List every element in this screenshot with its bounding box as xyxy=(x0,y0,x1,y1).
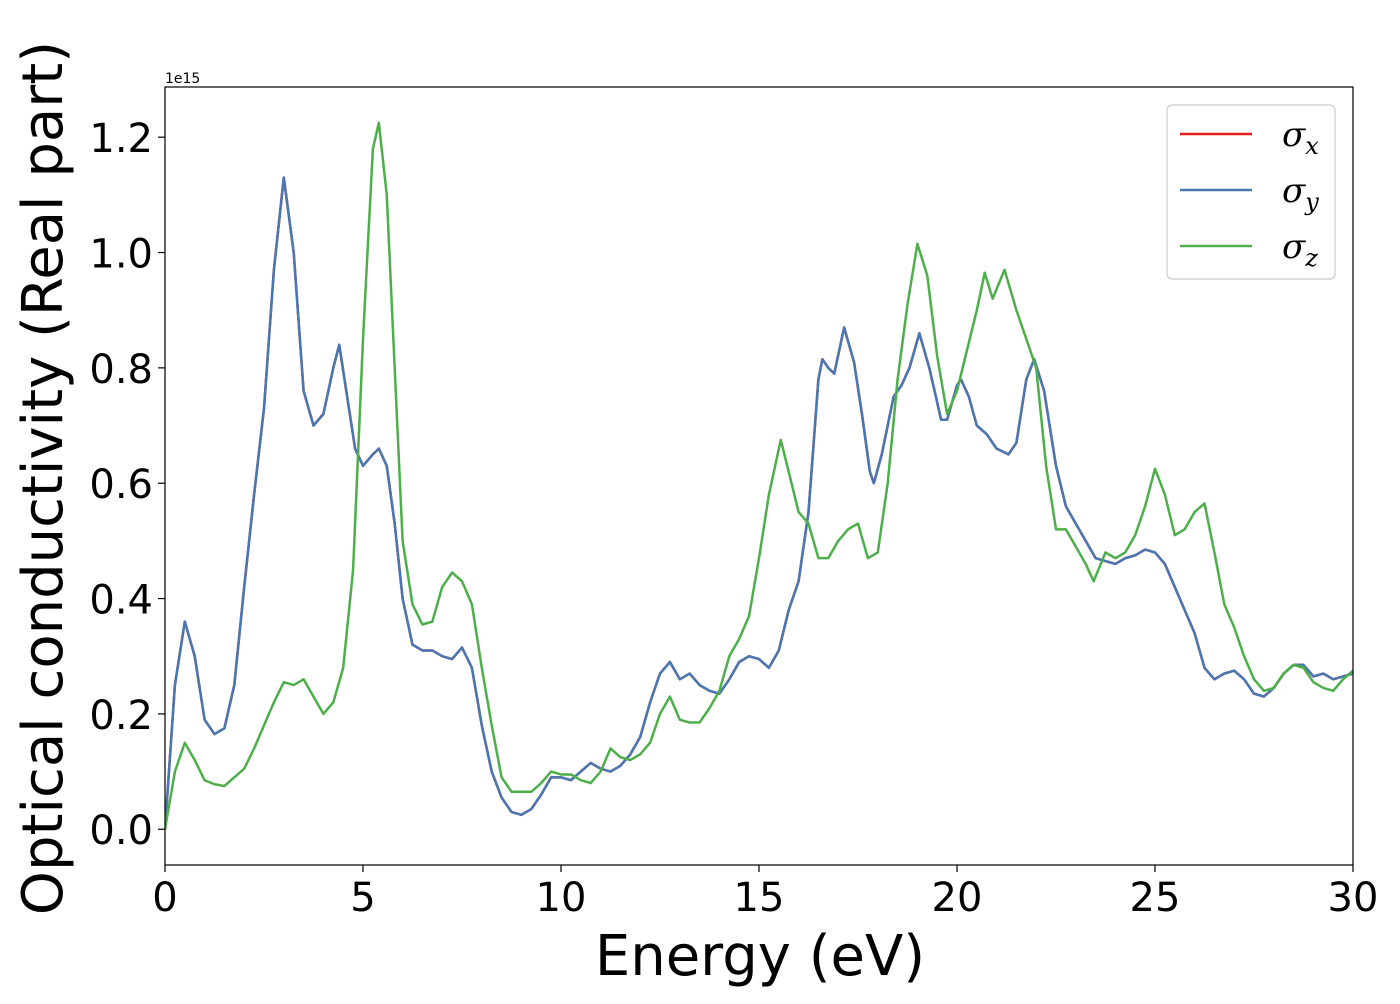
y-tick-label: 1.0 xyxy=(89,232,153,278)
legend-box xyxy=(1166,104,1336,280)
plot-frame xyxy=(164,86,1354,866)
y-tick-label: 0.0 xyxy=(89,808,153,854)
y-tick-label: 1.2 xyxy=(89,116,153,162)
legend-label: σx xyxy=(1282,115,1319,160)
x-tick-label: 15 xyxy=(734,875,785,921)
y-tick-label: 0.2 xyxy=(89,693,153,739)
y-tick-label: 0.8 xyxy=(89,347,153,393)
x-tick-label: 30 xyxy=(1328,875,1379,921)
y-tick-label: 0.6 xyxy=(89,462,153,508)
y-axis-label: Optical conductivity (Real part) xyxy=(11,41,76,915)
series-line xyxy=(165,121,1353,830)
x-tick-label: 25 xyxy=(1130,875,1181,921)
legend-label: σy xyxy=(1282,171,1319,216)
x-tick-label: 10 xyxy=(536,875,587,921)
y-tick-label: 0.4 xyxy=(89,578,153,624)
x-tick-label: 0 xyxy=(152,875,177,921)
series-line xyxy=(165,176,1353,830)
y-offset-label: 1e15 xyxy=(165,71,200,87)
x-tick-label: 5 xyxy=(350,875,375,921)
legend-label: σz xyxy=(1282,227,1318,272)
x-axis-label: Energy (eV) xyxy=(595,924,925,989)
x-tick-label: 20 xyxy=(932,875,983,921)
